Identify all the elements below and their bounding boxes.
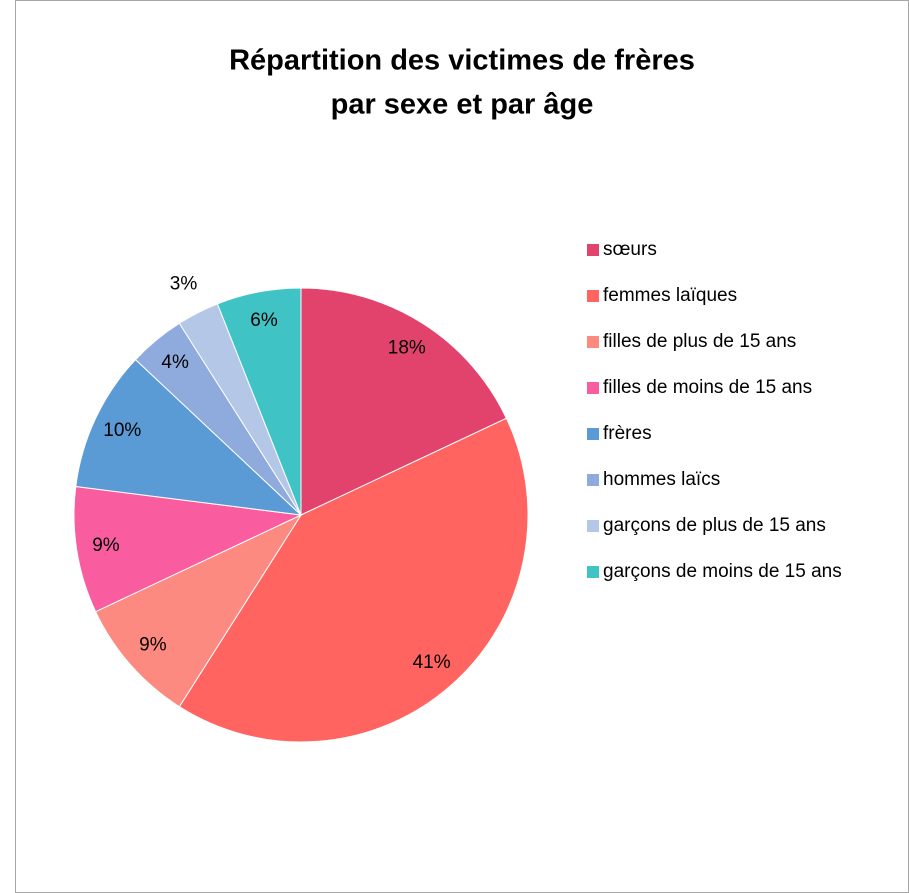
legend-swatch: [587, 566, 599, 578]
legend-label: frères: [603, 423, 652, 444]
legend-label: femmes laïques: [603, 285, 737, 306]
data-label: 3%: [170, 273, 198, 294]
data-label: 6%: [250, 310, 278, 331]
legend-label: garçons de moins de 15 ans: [603, 561, 842, 582]
chart-title: par sexe et par âge: [331, 89, 594, 121]
legend-swatch: [587, 244, 599, 256]
pie-slice: [178, 417, 529, 743]
legend-swatch: [587, 474, 599, 486]
data-label: 9%: [139, 635, 167, 656]
data-label: 41%: [413, 652, 451, 673]
data-label: 9%: [92, 535, 120, 556]
legend-swatch: [587, 428, 599, 440]
legend-swatch: [587, 336, 599, 348]
legend-label: garçons de plus de 15 ans: [603, 515, 826, 536]
legend-swatch: [587, 382, 599, 394]
data-label: 18%: [388, 337, 426, 358]
data-label: 4%: [161, 352, 189, 373]
data-label: 10%: [103, 420, 141, 441]
legend-label: filles de moins de 15 ans: [603, 377, 812, 398]
pie-slice: [73, 485, 303, 613]
pie-slice: [216, 287, 302, 516]
pie-slice: [94, 513, 303, 708]
legend-label: sœurs: [603, 239, 657, 260]
pie-slice: [300, 287, 508, 516]
pie-slice: [75, 358, 303, 516]
legend-swatch: [587, 290, 599, 302]
legend-label: filles de plus de 15 ans: [603, 331, 796, 352]
chart-title: Répartition des victimes de frères: [229, 45, 695, 77]
legend-label: hommes laïcs: [603, 469, 720, 490]
legend-swatch: [587, 520, 599, 532]
